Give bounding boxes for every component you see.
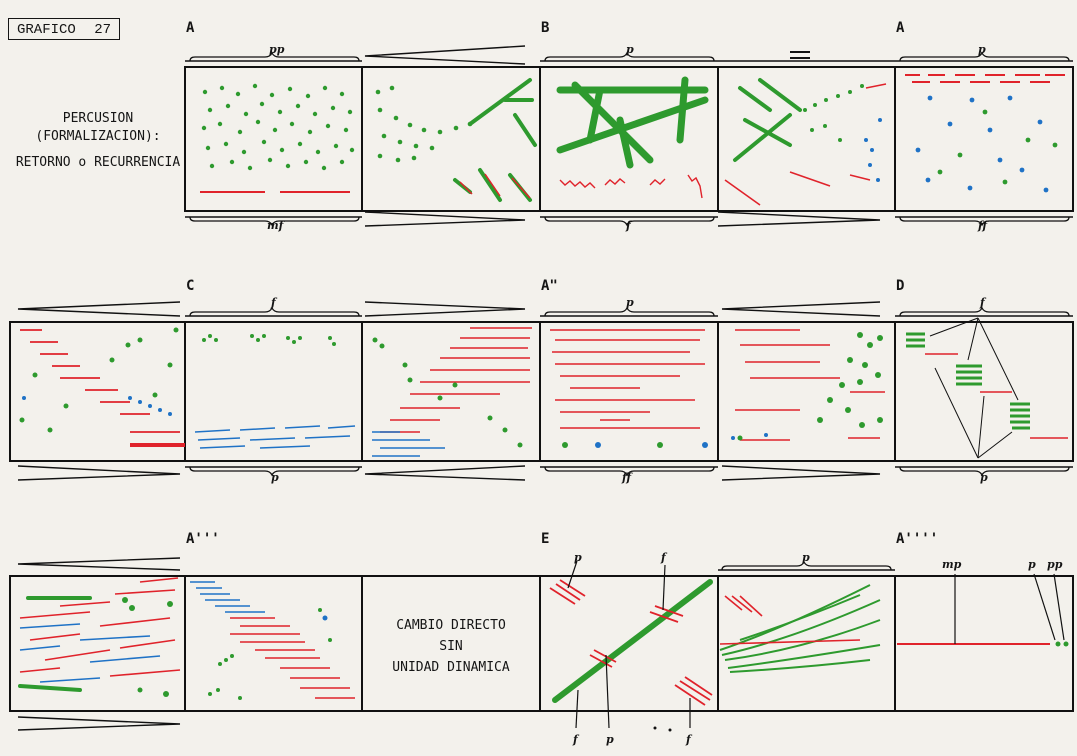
hairpin	[364, 45, 526, 65]
dynamic-mark: ff	[978, 219, 988, 232]
subtitle-line1: PERCUSION	[62, 111, 134, 126]
center-text-line2: SIN	[439, 639, 463, 654]
section-label: A	[896, 20, 905, 36]
row3-frame	[9, 575, 1074, 712]
dynamic-mark: p	[271, 471, 279, 484]
dynamic-mark: ff	[622, 471, 632, 484]
hairpin	[721, 465, 881, 481]
dynamic-mark: f	[980, 296, 985, 309]
chart-title-box: GRAFICO 27	[8, 18, 120, 40]
hairpin	[17, 301, 181, 317]
section-label: C	[186, 278, 195, 294]
dynamic-mark: pp	[1047, 558, 1063, 571]
chart-title-number: 27	[94, 22, 111, 38]
dynamic-mark: p	[978, 43, 986, 56]
dynamic-mark: pp	[269, 43, 285, 56]
section-label: A'''	[186, 531, 220, 547]
subtitle-line2: (FORMALIZACION):	[35, 129, 161, 144]
dynamic-mark: p	[626, 296, 634, 309]
dynamic-mark: mf	[267, 219, 284, 232]
section-label: A''''	[896, 531, 939, 547]
hairpin	[364, 211, 526, 227]
dynamic-mark: f	[573, 733, 578, 746]
hairpin	[17, 465, 181, 481]
section-label: D	[896, 278, 905, 294]
section-label: B	[541, 20, 550, 36]
section-label: E	[541, 531, 550, 547]
dynamic-mark: p	[802, 551, 810, 564]
row2-frame	[9, 321, 1074, 462]
subtitle-line3: RETORNO o RECURRENCIA	[15, 155, 181, 170]
center-text-line3: UNIDAD DINAMICA	[392, 660, 510, 675]
dynamic-mark: p	[1028, 558, 1036, 571]
dynamic-mark: f	[661, 551, 666, 564]
section-label: A	[186, 20, 195, 36]
hairpin	[364, 465, 526, 481]
dynamic-mark: p	[574, 551, 582, 564]
hairpin	[364, 301, 526, 317]
green-dot-field	[201, 83, 355, 171]
hairpin	[717, 211, 881, 227]
hairpin	[17, 716, 181, 731]
dynamic-mark: f	[271, 296, 276, 309]
dynamic-mark: p	[980, 471, 988, 484]
green-cross	[556, 76, 709, 169]
dynamic-mark: p	[626, 43, 634, 56]
dynamic-mark: f	[626, 219, 631, 232]
dynamic-mark: f	[686, 733, 691, 746]
center-text-line1: CAMBIO DIRECTO	[396, 618, 506, 633]
row1-frame	[184, 66, 1074, 212]
hairpin	[17, 557, 181, 571]
dynamic-mark: p	[606, 733, 614, 746]
chart-title-label: GRAFICO	[17, 22, 76, 38]
hairpin	[721, 301, 881, 317]
section-label: A"	[541, 278, 558, 294]
dynamic-mark: mp	[942, 558, 962, 571]
